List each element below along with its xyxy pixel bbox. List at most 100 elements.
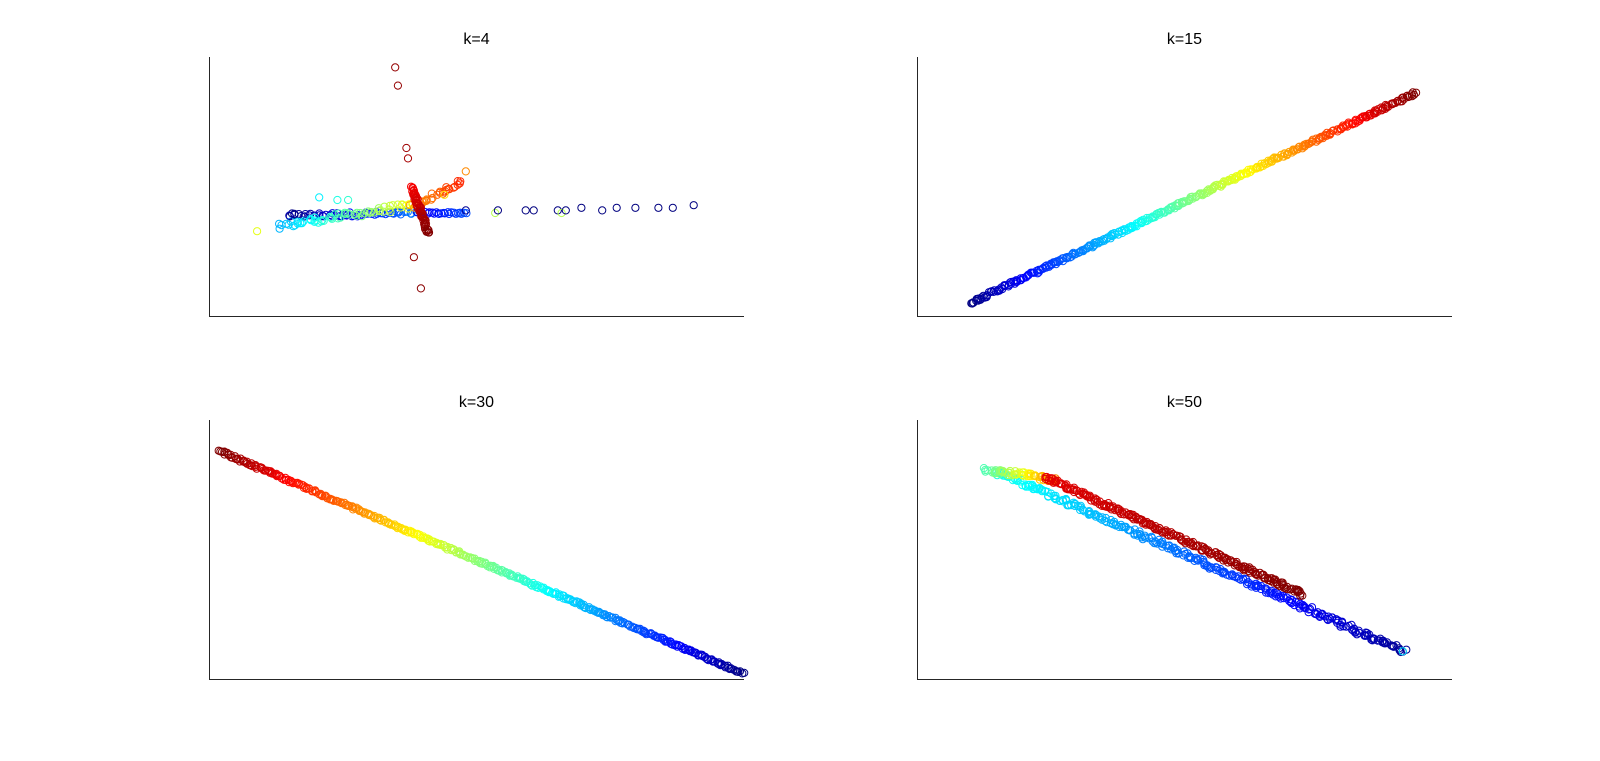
scatter-point bbox=[1332, 615, 1341, 624]
scatter-point bbox=[449, 183, 458, 192]
subplot-title: k=30 bbox=[458, 394, 495, 411]
scatter-point bbox=[356, 208, 365, 218]
scatter-point bbox=[1026, 472, 1035, 481]
scatter-point bbox=[717, 660, 726, 669]
scatter-point bbox=[306, 214, 315, 224]
scatter-point bbox=[427, 195, 436, 204]
scatter-point bbox=[285, 211, 294, 220]
scatter-point bbox=[1251, 579, 1260, 588]
scatter-point bbox=[1130, 530, 1139, 539]
scatter-point bbox=[1206, 550, 1215, 559]
scatter-point bbox=[1035, 484, 1044, 493]
scatter-point bbox=[538, 583, 547, 593]
scatter-point bbox=[409, 253, 418, 262]
scatter-point bbox=[612, 203, 621, 212]
scatter-point bbox=[1257, 581, 1266, 591]
scatter-point bbox=[449, 208, 458, 217]
scatter-point bbox=[1342, 622, 1351, 631]
scatter-point bbox=[1298, 591, 1307, 600]
scatter-point bbox=[293, 217, 302, 226]
scatter-point bbox=[403, 154, 413, 163]
axis-lines bbox=[209, 57, 744, 317]
scatter-point bbox=[344, 195, 353, 205]
scatter-point bbox=[1013, 469, 1022, 479]
scatter-point bbox=[979, 464, 989, 473]
scatter-point bbox=[1283, 585, 1292, 594]
scatter-point bbox=[1408, 88, 1417, 97]
scatter-point bbox=[461, 206, 470, 215]
scatter-point bbox=[577, 203, 586, 212]
scatter-point bbox=[1110, 229, 1119, 238]
scatter-point bbox=[1098, 235, 1108, 244]
scatter-point bbox=[461, 167, 470, 176]
scatter-point bbox=[631, 203, 640, 212]
scatter-point bbox=[1267, 588, 1276, 597]
scatter-point bbox=[668, 203, 677, 212]
scatter-point bbox=[374, 207, 384, 216]
scatter-point bbox=[1181, 539, 1190, 548]
axis-lines bbox=[917, 57, 1452, 317]
scatter-point bbox=[1076, 501, 1085, 511]
scatter-point bbox=[1286, 585, 1295, 594]
scatter-points bbox=[253, 63, 698, 293]
scatter-point bbox=[1212, 551, 1221, 560]
subplot-k50: k=50 bbox=[917, 394, 1452, 680]
scatter-point bbox=[1321, 130, 1330, 139]
scatter-point bbox=[462, 209, 471, 218]
scatter-point bbox=[416, 284, 425, 293]
scatter-point bbox=[443, 208, 453, 217]
scatter-point bbox=[331, 496, 341, 505]
scatter-point bbox=[318, 215, 327, 225]
scatter-point bbox=[1325, 614, 1335, 623]
scatter-point bbox=[1312, 134, 1321, 143]
subplot-title: k=50 bbox=[1166, 394, 1203, 411]
scatter-point bbox=[289, 222, 298, 231]
scatter-point bbox=[505, 569, 514, 578]
scatter-point bbox=[1312, 610, 1321, 619]
scatter-points bbox=[967, 88, 1421, 308]
scatter-point bbox=[334, 209, 343, 218]
scatter-point bbox=[412, 193, 421, 202]
scatter-point bbox=[1076, 505, 1085, 515]
scatter-point bbox=[1189, 542, 1198, 551]
scatter-point bbox=[1194, 190, 1203, 199]
scatter-axes bbox=[209, 420, 749, 680]
scatter-point bbox=[455, 179, 464, 188]
scatter-point bbox=[214, 446, 223, 455]
scatter-point bbox=[1202, 186, 1212, 195]
subplot-title: k=4 bbox=[463, 31, 490, 48]
scatter-point bbox=[1304, 605, 1313, 614]
scatter-point bbox=[391, 63, 400, 72]
scatter-point bbox=[1106, 515, 1115, 525]
scatter-point bbox=[649, 631, 658, 640]
scatter-point bbox=[1018, 471, 1028, 480]
scatter-point bbox=[367, 207, 376, 217]
scatter-point bbox=[427, 189, 436, 198]
scatter-axes bbox=[209, 57, 744, 317]
scatter-point bbox=[456, 208, 465, 217]
scatter-point bbox=[1356, 114, 1365, 123]
scatter-point bbox=[318, 211, 327, 220]
scatter-point bbox=[1228, 572, 1237, 581]
scatter-point bbox=[1142, 213, 1151, 223]
scatter-point bbox=[354, 505, 364, 514]
scatter-point bbox=[585, 604, 594, 613]
scatter-point bbox=[521, 206, 530, 215]
scatter-point bbox=[393, 200, 402, 209]
scatter-axes bbox=[917, 57, 1452, 317]
axis-lines bbox=[209, 420, 744, 680]
scatter-point bbox=[1069, 485, 1078, 495]
scatter-point bbox=[364, 207, 373, 216]
scatter-point bbox=[1022, 482, 1031, 491]
scatter-point bbox=[453, 177, 462, 186]
scatter-point bbox=[365, 208, 374, 217]
scatter-point bbox=[1194, 556, 1203, 565]
scatter-point bbox=[319, 216, 328, 225]
scatter-point bbox=[689, 201, 698, 210]
scatter-point bbox=[388, 201, 397, 210]
scatter-point bbox=[1018, 481, 1027, 490]
scatter-point bbox=[1079, 506, 1088, 515]
scatter-point bbox=[518, 574, 527, 583]
scatter-point bbox=[1115, 508, 1125, 517]
scatter-point bbox=[1318, 132, 1327, 142]
